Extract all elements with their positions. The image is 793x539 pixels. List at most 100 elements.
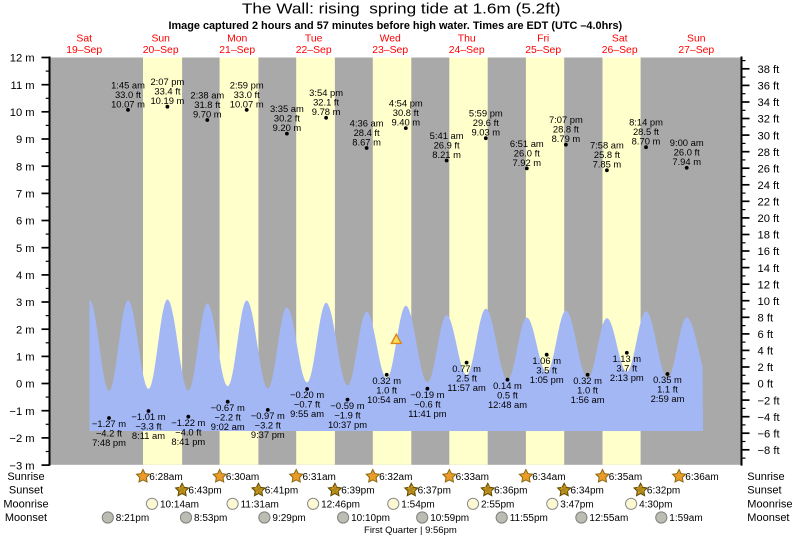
svg-text:−4.0 ft: −4.0 ft xyxy=(175,426,202,437)
svg-text:9.40 m: 9.40 m xyxy=(391,117,420,128)
svg-text:10:10pm: 10:10pm xyxy=(351,513,390,524)
svg-text:6 m: 6 m xyxy=(16,216,35,228)
svg-text:2.5 ft: 2.5 ft xyxy=(456,372,477,383)
svg-text:Moonset: Moonset xyxy=(747,512,789,524)
svg-text:8.67 m: 8.67 m xyxy=(352,136,381,147)
svg-text:12 m: 12 m xyxy=(10,53,35,65)
svg-text:9.20 m: 9.20 m xyxy=(273,122,302,133)
svg-text:1:05 pm: 1:05 pm xyxy=(530,374,564,385)
svg-text:−0.20 m: −0.20 m xyxy=(290,389,324,400)
svg-text:10.07 m: 10.07 m xyxy=(230,98,264,109)
svg-text:6:41pm: 6:41pm xyxy=(265,486,298,497)
svg-text:−1.27 m: −1.27 m xyxy=(92,418,126,429)
svg-text:11:31am: 11:31am xyxy=(241,499,279,510)
svg-text:12:48 am: 12:48 am xyxy=(488,399,527,410)
svg-text:4 ft: 4 ft xyxy=(758,346,774,358)
svg-text:−3 m: −3 m xyxy=(9,460,34,472)
svg-text:9.70 m: 9.70 m xyxy=(193,108,222,119)
svg-text:19–Sep: 19–Sep xyxy=(66,45,102,56)
svg-text:34 ft: 34 ft xyxy=(758,97,781,109)
svg-text:Image captured 2 hours and 57: Image captured 2 hours and 57 minutes be… xyxy=(168,20,622,32)
svg-text:2 ft: 2 ft xyxy=(758,362,774,374)
svg-text:6:43pm: 6:43pm xyxy=(188,486,221,497)
svg-text:7:07 pm: 7:07 pm xyxy=(549,114,583,125)
svg-text:28 ft: 28 ft xyxy=(758,147,781,159)
svg-text:−1.01 m: −1.01 m xyxy=(131,411,165,422)
svg-text:30.8 ft: 30.8 ft xyxy=(393,107,419,118)
svg-text:1.1 ft: 1.1 ft xyxy=(657,384,678,395)
svg-text:10 ft: 10 ft xyxy=(758,296,781,308)
svg-text:6:36pm: 6:36pm xyxy=(494,486,527,497)
svg-text:−1 m: −1 m xyxy=(9,406,34,418)
svg-text:24 ft: 24 ft xyxy=(758,180,781,192)
svg-text:8:11 am: 8:11 am xyxy=(132,430,165,441)
svg-text:7 m: 7 m xyxy=(16,189,35,201)
svg-text:−6 ft: −6 ft xyxy=(758,428,781,440)
svg-text:33.0 ft: 33.0 ft xyxy=(115,89,141,100)
svg-text:Tue: Tue xyxy=(305,34,323,45)
svg-text:−2.2 ft: −2.2 ft xyxy=(215,411,242,422)
svg-text:−8 ft: −8 ft xyxy=(758,445,781,457)
svg-text:Wed: Wed xyxy=(380,34,401,45)
svg-text:6:31am: 6:31am xyxy=(303,472,336,483)
svg-text:21–Sep: 21–Sep xyxy=(219,45,255,56)
svg-text:12 ft: 12 ft xyxy=(758,279,781,291)
svg-text:28.5 ft: 28.5 ft xyxy=(633,126,659,137)
svg-text:−0.59 m: −0.59 m xyxy=(330,400,364,411)
svg-text:6:32am: 6:32am xyxy=(379,472,412,483)
svg-text:7.85 m: 7.85 m xyxy=(593,159,622,170)
svg-text:33.0 ft: 33.0 ft xyxy=(234,89,260,100)
svg-text:Mon: Mon xyxy=(227,34,247,45)
svg-text:11:55pm: 11:55pm xyxy=(510,513,548,524)
svg-text:8.21 m: 8.21 m xyxy=(432,149,461,160)
svg-text:25–Sep: 25–Sep xyxy=(525,45,561,56)
svg-text:3 m: 3 m xyxy=(16,297,35,309)
svg-text:22–Sep: 22–Sep xyxy=(296,45,332,56)
svg-text:20 ft: 20 ft xyxy=(758,213,781,225)
svg-text:22 ft: 22 ft xyxy=(758,197,781,209)
svg-text:0 m: 0 m xyxy=(16,379,35,391)
svg-text:1.0 ft: 1.0 ft xyxy=(376,385,397,396)
svg-text:2:55pm: 2:55pm xyxy=(481,499,514,510)
svg-text:10:37 pm: 10:37 pm xyxy=(328,419,367,430)
svg-text:8:21pm: 8:21pm xyxy=(116,513,149,524)
svg-text:6 ft: 6 ft xyxy=(758,329,774,341)
svg-text:6:35am: 6:35am xyxy=(609,472,642,483)
svg-text:Sat: Sat xyxy=(76,34,92,45)
svg-text:26–Sep: 26–Sep xyxy=(602,45,638,56)
svg-text:−2 m: −2 m xyxy=(9,433,34,445)
svg-text:26.9 ft: 26.9 ft xyxy=(434,139,460,150)
svg-text:5:41 am: 5:41 am xyxy=(430,130,464,141)
svg-text:12:46pm: 12:46pm xyxy=(321,499,360,510)
svg-text:9 m: 9 m xyxy=(16,134,35,146)
svg-text:−4 ft: −4 ft xyxy=(758,412,781,424)
svg-text:9:02 am: 9:02 am xyxy=(211,421,245,432)
svg-text:30 ft: 30 ft xyxy=(758,130,781,142)
svg-text:1.06 m: 1.06 m xyxy=(532,355,561,366)
svg-text:0.77 m: 0.77 m xyxy=(452,363,481,374)
svg-text:−0.97 m: −0.97 m xyxy=(251,410,285,421)
svg-text:8.70 m: 8.70 m xyxy=(632,136,661,147)
svg-text:−0.19 m: −0.19 m xyxy=(410,389,444,400)
svg-text:10.07 m: 10.07 m xyxy=(111,98,145,109)
svg-text:32 ft: 32 ft xyxy=(758,114,781,126)
svg-text:The Wall: rising spring tide: The Wall: rising spring tide at 1.6m (5.… xyxy=(242,2,561,18)
svg-text:8 m: 8 m xyxy=(16,161,35,173)
svg-text:6:34pm: 6:34pm xyxy=(571,486,604,497)
svg-text:Sun: Sun xyxy=(151,34,170,45)
svg-text:9:55 am: 9:55 am xyxy=(290,408,324,419)
svg-text:6:37pm: 6:37pm xyxy=(418,486,451,497)
svg-text:6:33am: 6:33am xyxy=(456,472,489,483)
svg-text:0.14 m: 0.14 m xyxy=(493,380,522,391)
svg-text:2:59 am: 2:59 am xyxy=(651,393,685,404)
svg-text:29.6 ft: 29.6 ft xyxy=(473,117,499,128)
svg-text:30.2 ft: 30.2 ft xyxy=(274,113,300,124)
svg-text:7:58 am: 7:58 am xyxy=(590,140,624,151)
svg-text:31.8 ft: 31.8 ft xyxy=(194,99,220,110)
svg-text:1 m: 1 m xyxy=(16,352,35,364)
svg-text:Sunrise: Sunrise xyxy=(7,471,44,483)
svg-text:25.8 ft: 25.8 ft xyxy=(594,149,620,160)
svg-text:1.13 m: 1.13 m xyxy=(612,353,641,364)
svg-text:24–Sep: 24–Sep xyxy=(449,45,485,56)
svg-text:Moonset: Moonset xyxy=(5,512,47,524)
